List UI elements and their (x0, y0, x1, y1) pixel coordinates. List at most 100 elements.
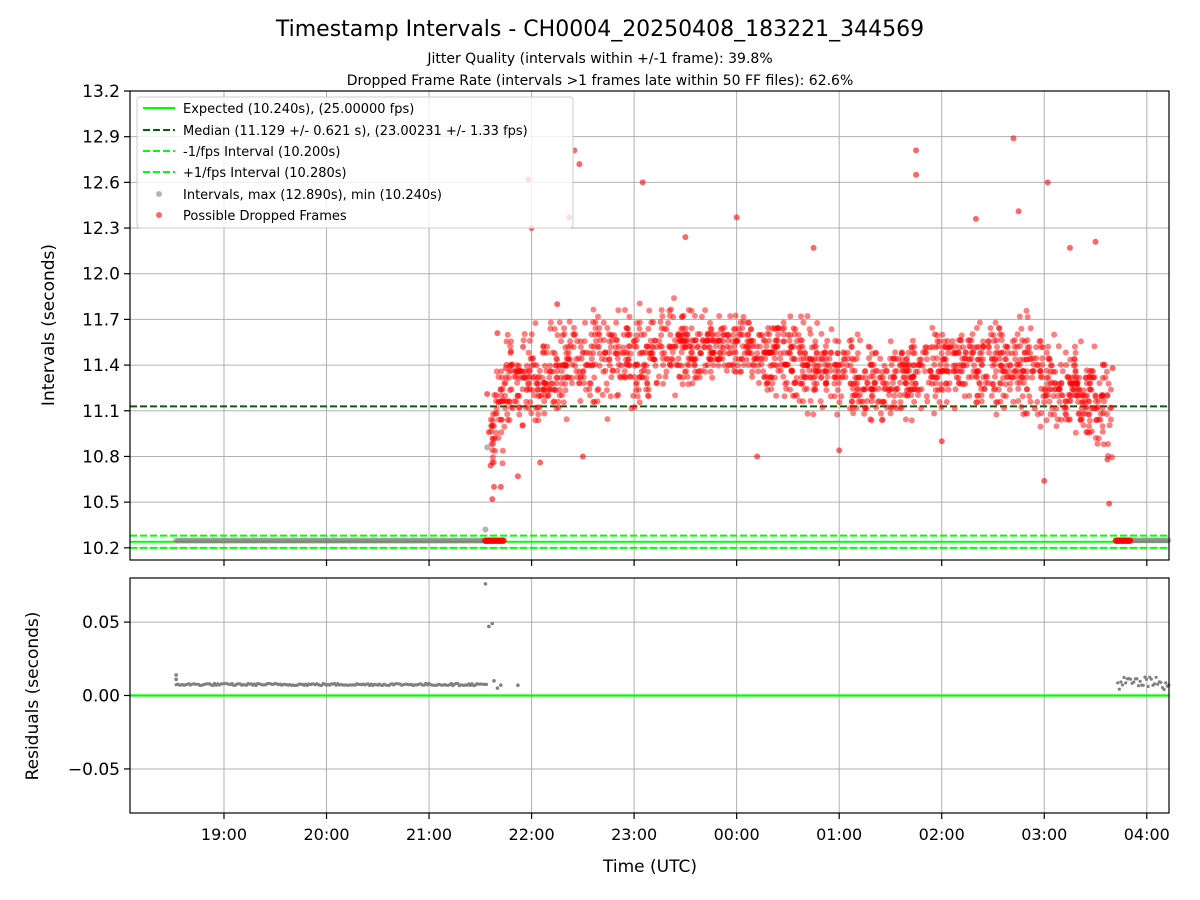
dropped-frame-point-1703 (613, 319, 620, 326)
dropped-frame-point-1727 (590, 306, 597, 313)
dropped-frame-point-92 (949, 338, 956, 344)
dropped-frame-point-1644 (596, 331, 603, 338)
dropped-frame-point-1282 (675, 355, 682, 362)
dropped-frame-point-1329 (985, 343, 992, 350)
dropped-frame-point-1220 (499, 374, 506, 381)
dropped-frame-point-1563 (685, 307, 692, 313)
x-tick-label-6: 01:00 (816, 825, 862, 844)
dropped-frame-point-1373 (1097, 410, 1104, 417)
interval-point-1 (482, 526, 489, 533)
dropped-frame-point-150 (1091, 343, 1098, 350)
dropped-frame-point-1651 (710, 362, 717, 369)
dropped-frame-point-718 (795, 331, 802, 338)
dropped-frame-point-631 (906, 367, 913, 374)
dropped-frame-point-1706 (678, 349, 685, 356)
dropped-frame-point-1228 (688, 325, 695, 332)
dropped-frame-point-775 (780, 373, 787, 380)
dropped-frame-point-1587 (967, 356, 973, 363)
dropped-frame-point-430 (576, 380, 582, 387)
dropped-frame-point-1052 (542, 380, 549, 387)
dropped-frame-point-220 (668, 355, 675, 362)
dropped-frame-point-1430 (768, 374, 775, 381)
dropped-frame-point-577 (859, 398, 866, 405)
dropped-frame-point-1500 (1096, 380, 1103, 387)
dropped-frame-point-1365 (579, 368, 586, 375)
residual-point-run1-2 (1119, 680, 1123, 684)
dropped-frame-point-1485 (1107, 416, 1114, 423)
dropped-frame-point-425 (1095, 397, 1102, 404)
dropped-frame-point-1724 (676, 332, 683, 339)
dropped-frame-point-1716 (1086, 380, 1093, 387)
dropped-frame-point-1223 (943, 362, 950, 369)
dropped-frame-point-1403 (555, 398, 562, 405)
dropped-frame-point-1063 (1024, 337, 1031, 344)
dropped-frame-point-539 (731, 368, 738, 374)
dropped-frame-point-845 (857, 392, 863, 398)
dropped-frame-point-885 (656, 373, 662, 380)
dropped-frame-point-934 (638, 331, 645, 338)
dropped-frame-point-594 (504, 331, 511, 338)
dropped-frame-point-442 (978, 349, 985, 356)
dropped-frame-point-792 (934, 338, 941, 345)
dropped-frame-point-1144 (565, 349, 572, 356)
dropped-frame-point-1657 (744, 343, 751, 350)
dropped-frame-point-1473 (821, 349, 828, 356)
dropped-frame-point-653 (503, 338, 510, 345)
residuals-y-tick-label-0: 0.05 (82, 613, 120, 633)
dropped-frame-point-605 (932, 393, 939, 400)
dropped-frame-point-882 (715, 362, 722, 369)
dropped-frame-point-665 (891, 392, 898, 399)
dropped-frame-point-576 (814, 320, 821, 326)
dropped-frame-point-1747 (683, 338, 690, 345)
dropped-frame-point-1543 (887, 355, 894, 362)
dropped-frame-point-993 (1058, 416, 1065, 423)
dropped-frame-point-418 (1043, 349, 1050, 356)
dropped-frame-point-917 (638, 368, 645, 375)
dropped-frame-point-607 (1020, 368, 1027, 375)
dropped-frame-point-1738 (732, 325, 739, 332)
legend-plus-fps-label: +1/fps Interval (10.280s) (183, 166, 347, 181)
chart-title: Timestamp Intervals - CH0004_20250408_18… (275, 17, 924, 42)
intervals-y-tick-label-9: 12.9 (82, 128, 120, 148)
x-tick-label-0: 19:00 (201, 825, 247, 844)
dropped-frame-point-1306 (686, 362, 692, 369)
residual-point-run1-29 (1162, 687, 1166, 692)
dropped-frame-point-110 (1039, 355, 1046, 362)
residuals-y-axis-label: Residuals (seconds) (23, 612, 43, 781)
legend-median-label: Median (11.129 +/- 0.621 s), (23.00231 +… (183, 124, 528, 139)
dropped-frame-point-1466 (652, 337, 659, 344)
residual-point-run1-24 (1154, 675, 1158, 679)
dropped-frame-point-1376 (939, 331, 946, 338)
dropped-frame-point-1686 (866, 355, 872, 362)
dropped-frame-point-1635 (946, 344, 952, 351)
dropped-frame-point-1081 (879, 416, 886, 423)
dropped-frame-point-1506 (848, 343, 855, 350)
legend-intervals-label: Intervals, max (12.890s), min (10.240s) (183, 188, 442, 203)
dropped-frame-point-695 (566, 318, 573, 325)
dropped-frame-point-1287 (992, 319, 999, 326)
x-tick-label-3: 22:00 (509, 825, 555, 844)
dropped-frame-point-1286 (1015, 385, 1022, 392)
residual-point-7 (499, 683, 503, 688)
dropped-frame-point-1003 (636, 300, 643, 307)
dropped-frame-point-1561 (818, 374, 825, 381)
dropped-frame-point-378 (514, 379, 521, 386)
dropped-frame-point-1420 (740, 319, 747, 325)
dropped-frame-point-1677 (935, 387, 942, 393)
dropped-frame-point-863 (889, 379, 896, 386)
dropped-frame-point-1443 (1029, 368, 1036, 375)
dropped-frame-point-492 (602, 367, 609, 374)
dropped-frame-outlier-2 (487, 462, 494, 469)
dropped-frame-point-1559 (1059, 392, 1066, 399)
dropped-frame-point-479 (554, 332, 561, 339)
dropped-frame-point-840 (898, 350, 905, 357)
dropped-frame-point-1515 (658, 325, 665, 332)
dropped-frame-point-1541 (1052, 368, 1059, 375)
dropped-frame-point-1345 (1067, 356, 1074, 363)
dropped-frame-point-273 (558, 368, 565, 375)
dropped-frame-point-918 (1086, 417, 1093, 424)
dropped-frame-point-1427 (1058, 380, 1065, 387)
dropped-frame-point-1637 (991, 338, 998, 344)
dropped-frame-point-1542 (1017, 356, 1024, 363)
